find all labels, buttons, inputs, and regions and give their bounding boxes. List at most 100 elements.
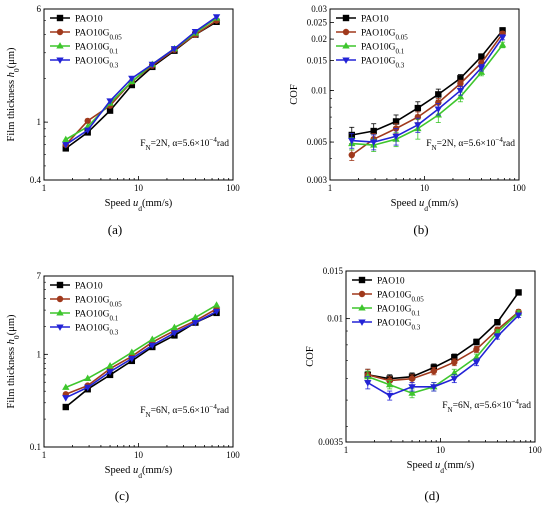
data-point-marker xyxy=(84,374,92,381)
y-tick-label: 0.03 xyxy=(311,4,327,14)
data-point-marker xyxy=(435,91,442,98)
data-point-marker xyxy=(494,319,501,326)
plot-frame xyxy=(43,8,234,181)
legend-label: PAO10 xyxy=(361,15,389,25)
data-point-marker xyxy=(62,403,69,411)
data-point-marker xyxy=(128,81,136,89)
series-line xyxy=(65,310,217,399)
data-point-marker xyxy=(342,28,350,36)
y-tick-label: 0.003 xyxy=(307,175,328,185)
series-line xyxy=(351,44,504,146)
panel-b: 1 10 100 0.003 0.005 0.01 0.015 0.02 0.025 0.03 Sp… xyxy=(289,4,526,237)
data-point-marker xyxy=(191,28,200,36)
data-point-marker xyxy=(414,122,422,129)
legend-entry: PAO10G0.05 xyxy=(352,291,424,304)
y-tick-label: 7 xyxy=(37,271,42,281)
data-point-marker xyxy=(212,14,221,21)
data-point-marker xyxy=(370,139,378,146)
legend-label: PAO10G0.05 xyxy=(377,291,424,304)
data-point-marker xyxy=(358,319,366,326)
y-tick-label: 0.01 xyxy=(311,86,327,96)
series-line xyxy=(351,36,504,143)
data-point-marker xyxy=(472,353,481,360)
data-point-marker xyxy=(364,380,372,387)
legend-entry: PAO10G0.1 xyxy=(50,309,119,323)
data-point-marker xyxy=(493,333,502,341)
panel-label: (d) xyxy=(424,488,439,503)
data-point-marker xyxy=(56,324,64,331)
data-point-marker xyxy=(84,117,91,125)
data-point-marker xyxy=(457,80,464,87)
panel-label: (a) xyxy=(108,222,122,237)
y-axis-label: COF xyxy=(289,84,300,105)
data-point-marker xyxy=(191,320,200,327)
data-point-marker xyxy=(56,14,64,22)
data-point-marker xyxy=(498,34,507,42)
plot-frame xyxy=(345,270,536,443)
y-tick-label: 0.02 xyxy=(311,34,327,44)
y-tick-label: 0.4 xyxy=(30,175,42,185)
series-line xyxy=(367,291,520,380)
legend-entry: PAO10G0.3 xyxy=(352,319,421,332)
data-point-marker xyxy=(358,290,366,298)
condition-annotation: FN=2N, α=5.6×10−4rad xyxy=(426,136,515,152)
data-point-marker xyxy=(430,367,438,375)
x-tick-label: 1 xyxy=(42,450,47,460)
data-point-marker xyxy=(392,133,400,141)
y-axis-label: COF xyxy=(305,346,316,367)
data-point-marker xyxy=(56,281,64,289)
data-point-marker xyxy=(408,384,416,391)
data-point-marker xyxy=(342,14,350,22)
data-point-marker xyxy=(514,312,523,320)
legend-label: PAO10G0.3 xyxy=(75,324,119,337)
legend-label: PAO10G0.05 xyxy=(75,296,122,309)
legend-entry: PAO10G0.05 xyxy=(50,29,122,42)
data-point-marker xyxy=(364,372,372,380)
data-point-marker xyxy=(348,138,356,145)
data-point-marker xyxy=(342,42,350,49)
legend-label: PAO10G0.1 xyxy=(75,43,119,56)
data-point-marker xyxy=(170,323,179,331)
data-point-marker xyxy=(456,92,465,100)
legend-label: PAO10G0.1 xyxy=(377,305,421,318)
legend-entry: PAO10G0.1 xyxy=(50,42,119,56)
legend-entry: PAO10 xyxy=(352,277,405,287)
data-point-marker xyxy=(106,362,114,369)
x-tick-label: 1 xyxy=(328,183,333,193)
y-tick-label: 0.01 xyxy=(327,314,343,324)
data-point-marker xyxy=(434,106,442,113)
series-line xyxy=(351,33,504,156)
data-point-marker xyxy=(456,88,465,95)
data-point-marker xyxy=(358,304,366,311)
data-point-marker xyxy=(348,151,355,159)
data-point-marker xyxy=(170,46,179,53)
data-point-marker xyxy=(56,42,64,49)
y-axis-label: Film thickness h0(μm) xyxy=(6,47,21,141)
series-pao10g03 xyxy=(364,312,523,401)
data-point-marker xyxy=(342,57,350,64)
legend-label: PAO10G0.3 xyxy=(377,319,421,332)
data-point-marker xyxy=(212,308,221,316)
data-point-marker xyxy=(56,309,64,316)
data-point-marker xyxy=(56,28,64,36)
data-point-marker xyxy=(498,41,507,48)
x-axis-label: Speed ud(mm/s) xyxy=(407,460,475,475)
data-point-marker xyxy=(477,68,486,75)
data-point-marker xyxy=(499,27,506,34)
legend-label: PAO10 xyxy=(377,277,405,287)
x-tick-label: 1 xyxy=(344,445,349,455)
data-point-marker xyxy=(473,346,480,353)
legend-entry: PAO10 xyxy=(336,15,389,25)
data-point-marker xyxy=(148,61,156,69)
data-point-marker xyxy=(478,53,485,60)
y-tick-label: 1 xyxy=(37,117,42,127)
data-point-marker xyxy=(62,395,70,402)
x-tick-label: 10 xyxy=(134,183,144,193)
x-tick-label: 100 xyxy=(528,445,542,455)
y-tick-label: 0.025 xyxy=(307,18,328,28)
data-point-marker xyxy=(212,301,221,308)
data-point-marker xyxy=(370,127,377,135)
